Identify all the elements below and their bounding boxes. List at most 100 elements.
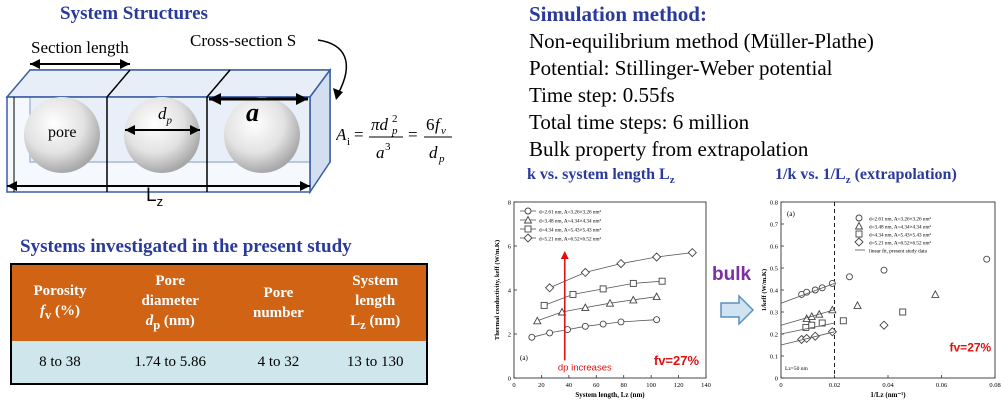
svg-text:2: 2 [392, 113, 398, 125]
legend-entry: d=2.61 nm, A=3.26×3.26 nm² [539, 209, 602, 215]
x-axis-label: System length, Lz (nm) [575, 391, 645, 399]
legend-marker [854, 221, 864, 230]
pore-sphere-1 [24, 97, 100, 173]
dp-increases-arrowhead [560, 251, 569, 259]
simulation-line-5: Bulk property from extrapolation [529, 137, 809, 161]
x-tick-label: 0.08 [989, 382, 1000, 389]
data-point [616, 258, 626, 269]
data-point [879, 320, 889, 330]
legend-entry: d=5.21 nm, A=6.52×6.52 nm² [539, 236, 602, 242]
svg-text:3: 3 [385, 141, 391, 153]
simulation-line-3: Time step: 0.55fs [529, 83, 675, 107]
data-point [818, 319, 826, 327]
fit-line [780, 331, 835, 346]
data-point [605, 298, 615, 307]
table-row: 8 to 38 1.74 to 5.86 4 to 32 13 to 130 [11, 341, 427, 384]
chart-inverse-k-vs-inverse-length: 0 0.02 0.04 0.06 0.08 0 0.1 0.2 0.3 0.4 0.5 0.6 0.7 0… [761, 200, 1001, 400]
data-point [569, 290, 577, 298]
simulation-method-list: Non-equilibrium method (Müller-Plathe) P… [529, 28, 874, 163]
porosity-label: fv=27% [950, 341, 992, 355]
x-tick-label: 80 [620, 382, 627, 389]
y-axis-label: 1/keff (W/m.K) [761, 269, 768, 311]
svg-text:p: p [391, 125, 398, 137]
chart-k-vs-length: 0 20 40 60 80 100 120 140 0 2 4 6 8 System length, Lz… [494, 200, 711, 400]
data-point [599, 285, 607, 293]
system-structures-title: System Structures [60, 3, 208, 24]
y-tick-label: 0.3 [770, 310, 778, 317]
x-tick-label: 40 [566, 382, 573, 389]
fit-line [780, 309, 835, 326]
y-tick-label: 0 [775, 376, 778, 383]
table-cell-porosity: 8 to 38 [11, 341, 108, 384]
data-point [808, 321, 816, 329]
pore-sphere-3 [224, 97, 300, 173]
data-point [839, 317, 847, 325]
svg-text:f: f [435, 115, 442, 134]
y-tick-label: 0.6 [770, 244, 779, 251]
y-tick-label: 4 [508, 288, 512, 295]
legend-entry: d=4.34 nm, A=5.43×5.43 nm² [869, 232, 932, 238]
porosity-label: fv=27% [654, 353, 700, 368]
dp-label: dp [158, 104, 172, 127]
y-tick-label: 0.7 [770, 222, 779, 229]
table-cell-pore-diameter: 1.74 to 5.86 [107, 341, 233, 384]
panel-label: (a) [520, 354, 528, 362]
section-length-label: Section length [31, 38, 129, 57]
data-point [687, 247, 697, 258]
series-line [544, 280, 663, 306]
data-point [545, 283, 555, 293]
data-point [557, 307, 567, 316]
pore-sphere-2 [124, 97, 200, 173]
series-line [549, 252, 693, 289]
bulk-arrow-icon [720, 294, 755, 326]
legend-marker [523, 215, 533, 224]
data-point [931, 289, 940, 298]
lz-label: Lz [146, 185, 164, 209]
data-point [880, 266, 888, 274]
legend-entry: d=4.34 nm, A=5.43×5.43 nm² [539, 227, 602, 233]
x-tick-label: 0 [512, 382, 515, 389]
data-point [581, 303, 590, 312]
legend-entry: d=5.21 nm, A=6.52×6.52 nm² [869, 240, 932, 246]
data-point [652, 292, 661, 301]
chart-2-title: 1/k vs. 1/Lz (extrapolation) [775, 166, 957, 187]
fit-line [780, 283, 835, 304]
x-tick-label: 120 [674, 382, 684, 389]
panel-label: (a) [787, 210, 795, 218]
y-tick-label: 0.1 [770, 354, 778, 361]
legend-entry: d=3.48 nm, A=4.34×4.34 nm² [869, 224, 932, 230]
pore-label: pore [48, 124, 77, 141]
data-point [617, 318, 625, 326]
svg-text:a: a [376, 143, 385, 162]
y-tick-label: 6 [508, 244, 512, 251]
fit-line [780, 322, 835, 335]
table-header-row: Porosity fv (%) Pore diameter dp (nm) Po… [11, 264, 427, 341]
x-tick-label: 0.04 [882, 382, 894, 389]
y-tick-label: 0.4 [770, 288, 779, 295]
x-axis-label: 1/Lz (nm⁻¹) [870, 391, 906, 399]
data-point [899, 308, 907, 316]
legend-marker [855, 214, 863, 222]
data-point [528, 333, 536, 341]
chart-1-title: k vs. system length Lz [527, 166, 675, 187]
svg-text:i: i [347, 136, 350, 148]
bulk-label: bulk [712, 264, 752, 285]
x-tick-label: 100 [646, 382, 656, 389]
x-tick-label: 0.02 [829, 382, 840, 389]
y-tick-label: 8 [508, 200, 511, 207]
svg-text:=: = [408, 125, 418, 144]
svg-text:=: = [354, 125, 364, 144]
data-point [540, 301, 548, 309]
svg-text:πd: πd [371, 115, 389, 134]
data-point [653, 316, 661, 324]
systems-table: Porosity fv (%) Pore diameter dp (nm) Po… [10, 263, 428, 385]
data-point [827, 327, 837, 337]
table-header-system-length: System length Lz (nm) [324, 264, 427, 341]
simulation-line-4: Total time steps: 6 million [529, 110, 750, 134]
data-point [533, 316, 542, 325]
system-structure-diagram [5, 39, 348, 195]
legend-marker [855, 230, 863, 238]
data-point [846, 273, 853, 281]
table-header-porosity: Porosity fv (%) [11, 264, 108, 341]
